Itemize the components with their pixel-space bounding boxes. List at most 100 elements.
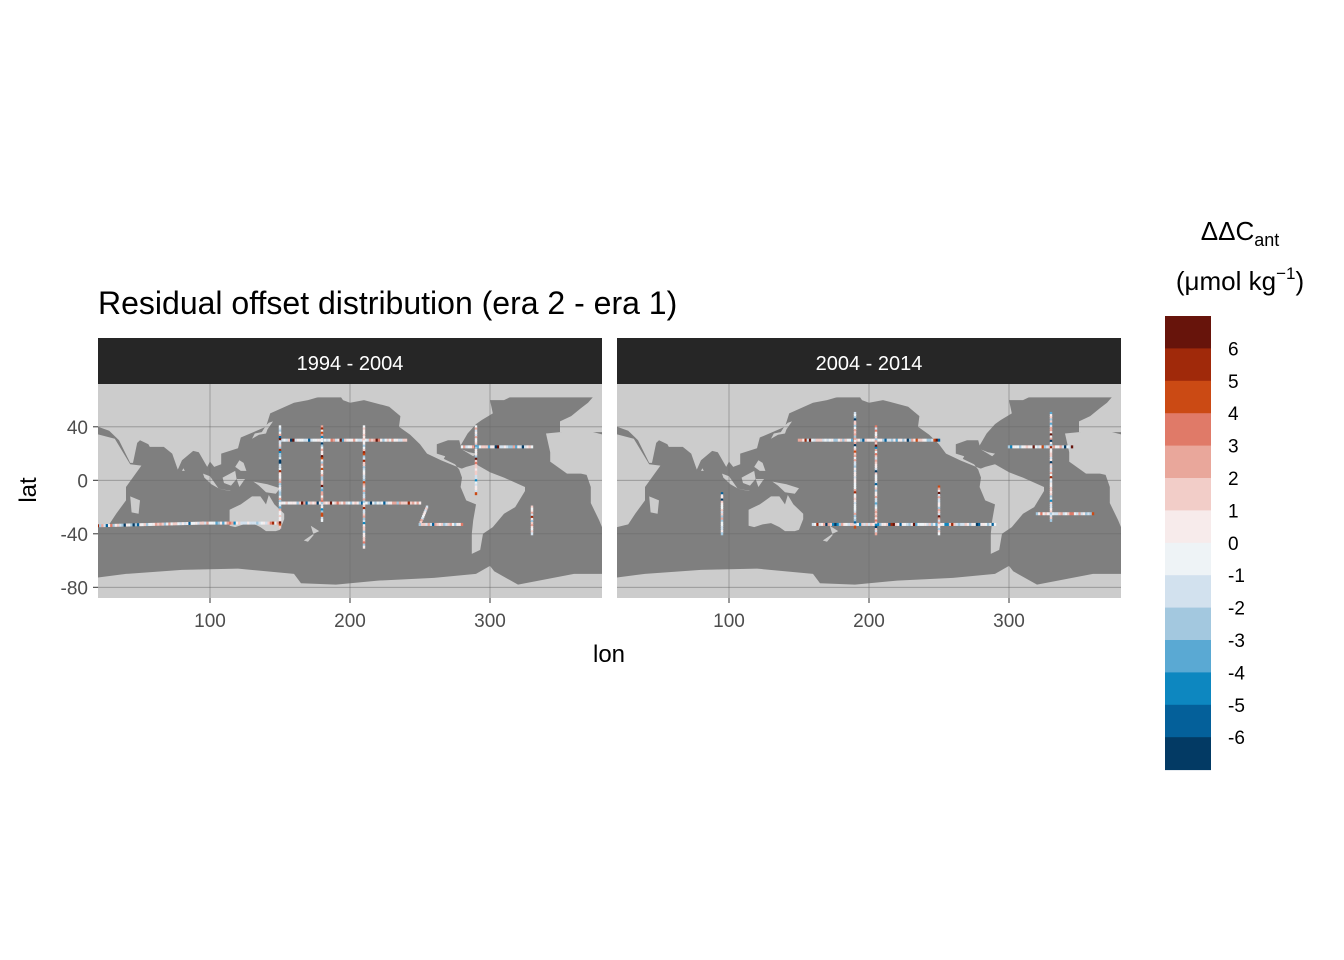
residual-cell (874, 455, 878, 459)
residual-cell (1040, 512, 1043, 516)
residual-cell (260, 521, 264, 525)
residual-cell (874, 465, 878, 469)
residual-cell (320, 476, 324, 480)
residual-cell (853, 506, 857, 510)
y-tick-label: 40 (67, 418, 88, 439)
residual-cell (274, 521, 277, 525)
residual-cell (278, 514, 282, 518)
residual-cell (364, 438, 367, 442)
residual-cell (530, 530, 534, 534)
residual-cell (208, 521, 211, 525)
residual-cell (874, 510, 878, 514)
residual-cell (320, 478, 324, 482)
x-axis-label: lon (593, 641, 625, 668)
residual-cell (474, 440, 478, 444)
residual-cell (352, 501, 355, 505)
residual-cell (874, 436, 878, 439)
residual-cell (720, 500, 724, 504)
residual-cell (1049, 518, 1053, 522)
land-mass (203, 473, 219, 489)
residual-cell (808, 438, 812, 442)
residual-cell (303, 438, 306, 442)
residual-cell (166, 522, 169, 526)
residual-cell (362, 485, 366, 489)
land-mass (722, 473, 738, 489)
residual-cell (720, 494, 724, 498)
residual-cell (720, 511, 724, 515)
residual-cell (521, 445, 525, 449)
residual-cell (871, 438, 874, 442)
legend-label: 5 (1228, 372, 1239, 393)
residual-cell (1049, 493, 1053, 497)
residual-cell (853, 433, 857, 437)
residual-cell (112, 523, 115, 527)
legend-label: -4 (1228, 663, 1245, 684)
residual-cell (825, 522, 828, 526)
residual-cell (317, 438, 320, 442)
residual-cell (973, 522, 976, 526)
residual-cell (904, 438, 907, 442)
residual-cell (362, 532, 366, 536)
residual-cell (278, 523, 282, 527)
residual-cell (829, 522, 833, 526)
residual-cell (447, 522, 450, 526)
residual-cell (422, 513, 426, 517)
residual-cell (853, 431, 857, 435)
residual-cell (99, 524, 102, 528)
residual-cell (915, 522, 918, 526)
residual-cell (382, 438, 385, 442)
residual-cell (853, 489, 857, 493)
residual-cell (1067, 512, 1070, 516)
residual-cell (414, 501, 417, 505)
residual-cell (1025, 445, 1029, 449)
residual-cell (474, 449, 478, 453)
residual-cell (1041, 445, 1044, 449)
residual-cell (824, 438, 827, 442)
land-mass (978, 464, 1044, 554)
residual-cell (278, 508, 282, 512)
residual-cell (305, 438, 309, 442)
residual-cell (474, 425, 478, 429)
residual-cell (815, 438, 818, 442)
residual-cell (362, 524, 366, 528)
residual-cell (874, 480, 878, 484)
residual-cell (494, 445, 498, 449)
residual-cell (828, 438, 832, 442)
residual-cell (835, 438, 838, 442)
residual-cell (853, 424, 857, 428)
residual-cell (177, 522, 180, 526)
residual-cell (231, 521, 234, 525)
residual-cell (1073, 512, 1077, 516)
land-mass (701, 468, 704, 471)
residual-cell (868, 438, 872, 442)
residual-cell (937, 500, 941, 504)
residual-cell (460, 445, 464, 449)
residual-cell (853, 476, 857, 480)
residual-cell (474, 442, 478, 446)
residual-cell (1010, 445, 1013, 449)
panel-strip (617, 338, 1121, 384)
y-axis-label: lat (15, 477, 42, 503)
residual-cell (853, 521, 857, 525)
residual-cell (917, 522, 920, 526)
legend-swatch (1165, 737, 1211, 771)
residual-cell (353, 438, 356, 442)
residual-cell (853, 517, 857, 521)
residual-cell (874, 498, 878, 502)
residual-cell (278, 463, 282, 467)
residual-cell (249, 521, 252, 525)
residual-cell (362, 541, 366, 545)
residual-cell (853, 411, 857, 415)
land-mass (822, 525, 839, 542)
residual-cell (935, 522, 938, 526)
residual-cell (298, 501, 302, 505)
residual-cell (474, 459, 478, 463)
residual-cell (141, 523, 144, 527)
residual-cell (1049, 497, 1053, 501)
residual-cell (874, 530, 878, 534)
residual-cell (329, 501, 333, 505)
residual-cell (356, 501, 359, 505)
panels: 1994 - 2004 2004 - 2014 (98, 338, 1121, 598)
residual-cell (874, 487, 878, 491)
residual-cell (931, 438, 934, 442)
